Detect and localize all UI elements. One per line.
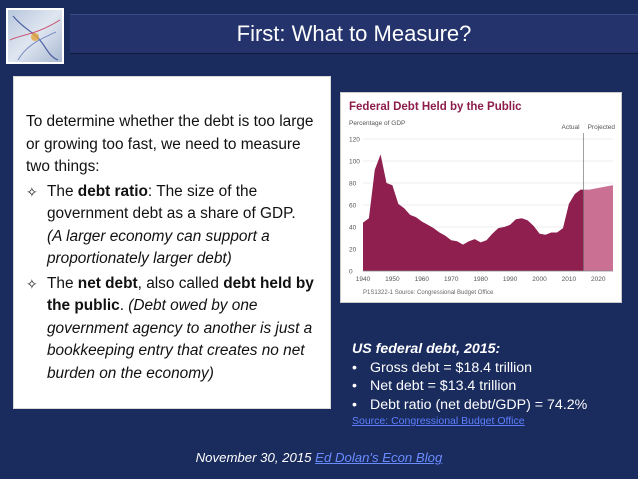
bullet-note: (A larger economy can support a proporti…: [47, 227, 270, 268]
x-tick-label: 1960: [415, 276, 430, 283]
y-tick-label: 120: [349, 137, 360, 144]
stats-panel: US federal debt, 2015: • Gross debt = $1…: [352, 340, 632, 428]
footer-date: November 30, 2015: [195, 450, 312, 465]
stats-item: • Net debt = $13.4 trillion: [352, 377, 632, 396]
x-tick-label: 1970: [444, 276, 459, 283]
projected-label: Projected: [588, 124, 616, 131]
stats-item: • Gross debt = $18.4 trillion: [352, 359, 632, 378]
chart-ylabel: Percentage of GDP: [349, 120, 405, 127]
stats-text: Debt ratio (net debt/GDP) = 74.2%: [370, 396, 588, 413]
y-tick-label: 20: [349, 247, 357, 254]
stats-title: US federal debt, 2015:: [352, 341, 501, 357]
actual-debt-area: [363, 154, 584, 271]
bullet-term: net debt: [77, 274, 138, 292]
bullet-text: : The size of the government debt as a s…: [47, 182, 296, 223]
bullet-term: debt ratio: [77, 182, 148, 200]
bullet-text-end: .: [119, 297, 124, 314]
thumbnail-image: [6, 8, 64, 64]
chart-svg: Federal Debt Held by the Public Percentag…: [349, 101, 616, 296]
bullet-icon: ✧: [26, 183, 38, 200]
stats-text: Net debt = $13.4 trillion: [370, 378, 517, 394]
stats-bullet: •: [352, 378, 357, 394]
stats-bullet: •: [352, 359, 357, 376]
stats-item: • Debt ratio (net debt/GDP) = 74.2%: [352, 396, 632, 415]
slide-title: First: What to Measure?: [236, 21, 472, 46]
x-tick-label: 1940: [356, 276, 371, 283]
chart-title: Federal Debt Held by the Public: [349, 101, 522, 113]
bullet-lead: The: [47, 182, 78, 200]
projected-debt-area: [583, 185, 613, 271]
bullet-lead: The: [47, 274, 78, 292]
y-tick-label: 100: [349, 159, 360, 166]
blog-link[interactable]: Ed Dolan's Econ Blog: [315, 450, 443, 465]
bullet-text: , also called: [137, 274, 224, 292]
x-tick-label: 2020: [591, 276, 606, 283]
text-panel: To determine whether the debt is too lar…: [13, 76, 331, 409]
y-tick-label: 40: [349, 225, 357, 232]
y-tick-label: 0: [349, 269, 353, 276]
intro-text: To determine whether the debt is too lar…: [26, 113, 314, 175]
bullet-term-2: debt held by the public: [47, 274, 314, 315]
x-tick-label: 1950: [385, 276, 400, 283]
y-tick-label: 60: [349, 203, 357, 210]
stats-text: Gross debt = $18.4 trillion: [370, 359, 533, 376]
source-link[interactable]: Source: Congressional Budget Office: [352, 415, 525, 427]
x-tick-label: 2010: [562, 276, 577, 283]
x-tick-label: 1980: [473, 276, 488, 283]
bullet-note: (Debt owed by one government agency to a…: [47, 297, 313, 382]
bullet-icon: ✧: [26, 275, 38, 292]
debt-chart: Federal Debt Held by the Public Percentag…: [340, 92, 622, 303]
stats-bullet: •: [352, 396, 357, 413]
x-tick-label: 2000: [532, 276, 547, 283]
actual-label: Actual: [562, 124, 581, 131]
bullet-net-debt: ✧ The net debt, also called debt held by…: [26, 273, 318, 386]
footer: November 30, 2015 Ed Dolan's Econ Blog: [0, 450, 638, 465]
y-tick-label: 80: [349, 181, 357, 188]
title-bar: [70, 14, 638, 54]
chart-source-note: P1S1322-1 Source: Congressional Budget O…: [363, 290, 494, 296]
bullet-debt-ratio: ✧ The debt ratio: The size of the govern…: [26, 181, 318, 271]
x-tick-label: 1990: [503, 276, 518, 283]
